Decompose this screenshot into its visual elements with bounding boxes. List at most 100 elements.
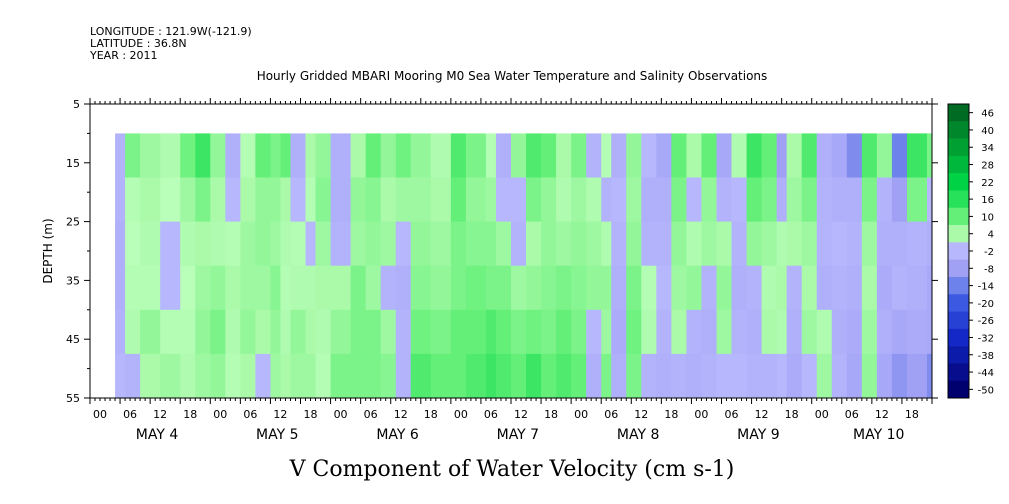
heatmap-cell — [601, 353, 612, 399]
heatmap-cell — [776, 353, 788, 399]
heatmap-cell — [465, 353, 487, 399]
heatmap-cell — [395, 221, 412, 267]
heatmap-cell — [926, 177, 933, 222]
heatmap-cell — [786, 177, 803, 222]
heatmap-cell — [495, 353, 512, 399]
heatmap-cell — [731, 133, 747, 178]
heatmap-cell — [125, 353, 141, 399]
heatmap-cells — [115, 133, 933, 399]
heatmap-cell — [511, 177, 527, 222]
heatmap-cell — [611, 177, 627, 222]
heatmap-cell — [526, 133, 542, 178]
heatmap-cell — [495, 177, 512, 222]
heatmap-cell — [465, 133, 487, 178]
heatmap-cell — [716, 309, 732, 355]
heatmap-cell — [926, 265, 933, 311]
colorbar-label: -50 — [978, 385, 994, 396]
heatmap-cell — [926, 353, 933, 399]
heatmap-cell — [180, 309, 196, 355]
heatmap-cell — [686, 353, 702, 399]
heatmap-cell — [876, 353, 893, 399]
x-hour-label: 12 — [394, 408, 408, 421]
heatmap-cell — [225, 221, 241, 267]
colorbar-label: 46 — [981, 109, 994, 120]
heatmap-cell — [906, 353, 928, 399]
heatmap-cell — [450, 353, 467, 399]
heatmap-cell — [180, 353, 196, 399]
heatmap-cell — [225, 309, 241, 355]
heatmap-cell — [395, 177, 412, 222]
heatmap-cell — [195, 133, 211, 178]
heatmap-cell — [115, 177, 126, 222]
heatmap-cell — [115, 265, 126, 311]
heatmap-cell — [255, 221, 271, 267]
heatmap-cell — [626, 353, 642, 399]
colorbar-swatch — [948, 207, 969, 226]
x-hour-label: 00 — [574, 408, 588, 421]
heatmap-cell — [556, 309, 572, 355]
heatmap-cell — [731, 177, 747, 222]
heatmap-cell — [495, 133, 512, 178]
heatmap-cell — [816, 133, 833, 178]
heatmap-cell — [140, 177, 161, 222]
heatmap-cell — [125, 309, 141, 355]
heatmap-cell — [541, 221, 557, 267]
colorbar-label: -8 — [984, 264, 994, 275]
heatmap-cell — [315, 309, 331, 355]
heatmap-cell — [290, 353, 306, 399]
heatmap-cell — [816, 353, 833, 399]
colorbar-swatch — [948, 104, 969, 122]
x-hour-label: 06 — [364, 408, 378, 421]
colorbar-swatch — [948, 311, 969, 330]
heatmap-cell — [290, 309, 306, 355]
colorbar-label: 40 — [981, 126, 994, 137]
heatmap-cell — [601, 133, 612, 178]
heatmap-cell — [330, 309, 352, 355]
colorbar-label: -14 — [978, 282, 994, 293]
heatmap-cell — [831, 177, 848, 222]
heatmap-cell — [906, 309, 928, 355]
heatmap-cell — [280, 133, 291, 178]
heatmap-cell — [305, 309, 316, 355]
heatmap-cell — [686, 177, 702, 222]
heatmap-cell — [776, 309, 788, 355]
heatmap-cell — [571, 353, 587, 399]
heatmap-cell — [305, 177, 316, 222]
heatmap-cell — [210, 265, 226, 311]
colorbar-label: -32 — [978, 333, 994, 344]
heatmap-cell — [160, 221, 181, 267]
heatmap-cell — [526, 177, 542, 222]
heatmap-cell — [926, 309, 933, 355]
heatmap-cell — [906, 221, 928, 267]
heatmap-cell — [495, 265, 512, 311]
heatmap-cell — [861, 133, 878, 178]
heatmap-cell — [671, 353, 687, 399]
colorbar-swatch — [948, 259, 969, 278]
heatmap-cell — [776, 177, 788, 222]
heatmap-cell — [315, 353, 331, 399]
heatmap-cell — [485, 177, 497, 222]
heatmap-cell — [395, 265, 412, 311]
heatmap-cell — [125, 177, 141, 222]
heatmap-cell — [430, 265, 452, 311]
heatmap-cell — [210, 133, 226, 178]
heatmap-cell — [195, 265, 211, 311]
heatmap-cell — [410, 353, 432, 399]
heatmap-cell — [761, 221, 778, 267]
heatmap-cell — [686, 221, 702, 267]
heatmap-cell — [315, 265, 331, 311]
heatmap-cell — [626, 177, 642, 222]
colorbar-frame — [947, 103, 970, 399]
heatmap-cell — [626, 265, 642, 311]
heatmap-cell — [541, 309, 557, 355]
heatmap-cell — [240, 265, 256, 311]
heatmap-cell — [641, 309, 657, 355]
heatmap-cell — [816, 309, 833, 355]
heatmap-cell — [255, 265, 271, 311]
heatmap-cell — [586, 177, 602, 222]
heatmap-cell — [831, 309, 848, 355]
colorbar-swatch — [948, 242, 969, 260]
heatmap-cell — [195, 177, 211, 222]
heatmap-cell — [365, 265, 382, 311]
heatmap-cell — [656, 177, 672, 222]
